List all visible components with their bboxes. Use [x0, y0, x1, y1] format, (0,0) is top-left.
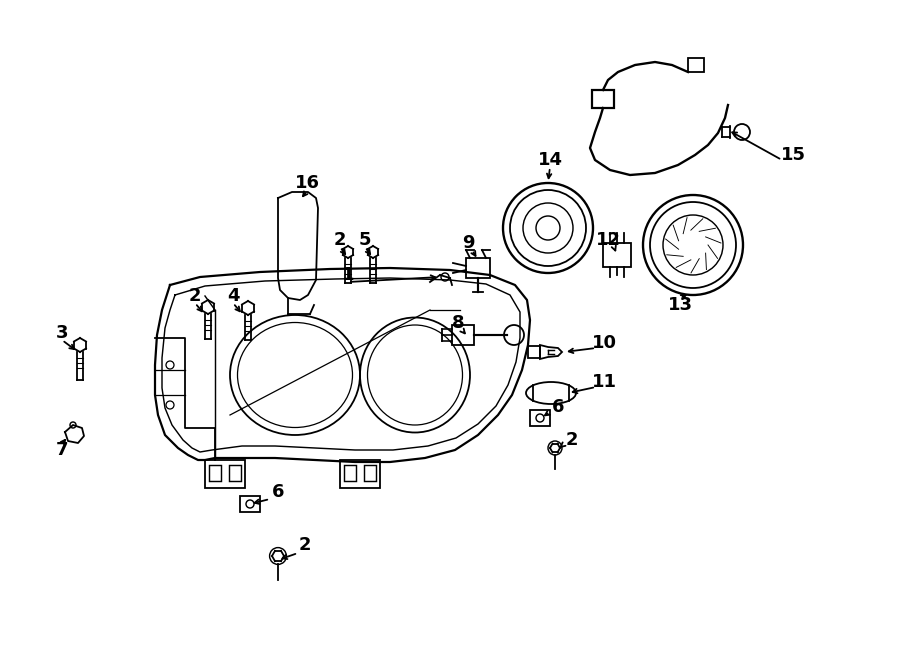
Bar [209, 465, 221, 481]
Text: 6: 6 [272, 483, 284, 501]
Text: 5: 5 [359, 231, 371, 249]
Bar [344, 465, 356, 481]
Bar [240, 496, 260, 512]
Text: 2: 2 [299, 536, 311, 554]
Text: 4: 4 [227, 287, 239, 305]
Bar [688, 58, 704, 72]
Text: 2: 2 [566, 431, 578, 449]
Text: 11: 11 [591, 373, 617, 391]
Text: 2: 2 [189, 287, 202, 305]
Text: 1: 1 [342, 266, 355, 284]
Bar [528, 346, 540, 358]
Bar [340, 460, 380, 488]
Bar [205, 460, 245, 488]
Text: 2: 2 [334, 231, 346, 249]
Bar [592, 90, 614, 108]
Text: 16: 16 [294, 174, 320, 192]
Text: 9: 9 [462, 234, 474, 252]
Bar [466, 258, 490, 278]
Text: 8: 8 [452, 314, 464, 332]
Text: 7: 7 [56, 441, 68, 459]
Bar [364, 465, 376, 481]
Text: 10: 10 [591, 334, 617, 352]
Bar [229, 465, 241, 481]
Text: 13: 13 [668, 296, 692, 314]
Text: 3: 3 [56, 324, 68, 342]
Bar [530, 410, 550, 426]
Bar [603, 243, 631, 267]
Text: 15: 15 [780, 146, 806, 164]
Bar [452, 325, 474, 345]
Text: 14: 14 [537, 151, 562, 169]
Text: 6: 6 [552, 398, 564, 416]
Text: 12: 12 [596, 231, 620, 249]
